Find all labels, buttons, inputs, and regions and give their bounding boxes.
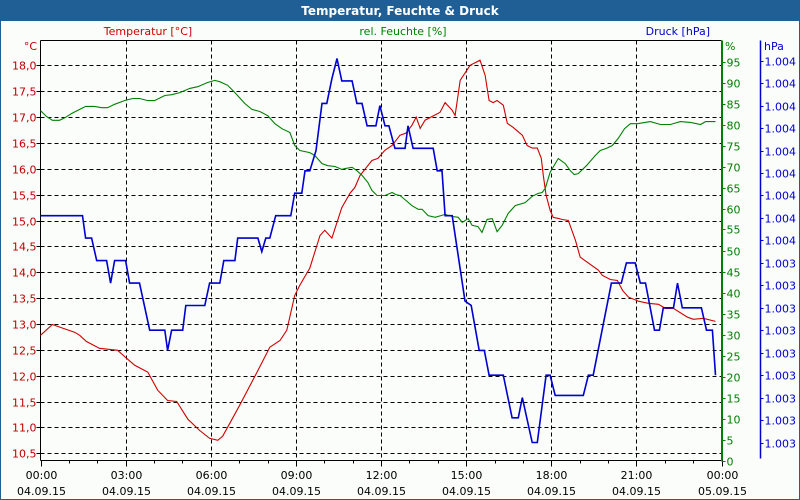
y-tick-label-humidity: 0	[727, 456, 734, 469]
x-tick-label-time: 18:00	[536, 469, 568, 482]
y-tick-label-pressure: 1.004	[765, 123, 797, 136]
x-tick-label-time: 15:00	[451, 469, 483, 482]
y-tick-label-temperature: 11,0	[12, 422, 37, 435]
x-tick-label-date: 04.09.15	[612, 485, 661, 498]
x-tick-label-date: 04.09.15	[527, 485, 576, 498]
x-tick-label-time: 00:00	[707, 469, 739, 482]
y-tick-label-humidity: 35	[727, 309, 741, 322]
y-tick-label-humidity: 65	[727, 183, 741, 196]
y-tick-label-humidity: 80	[727, 120, 741, 133]
y-tick-label-temperature: 13,5	[12, 293, 37, 306]
y-tick-label-humidity: 70	[727, 162, 741, 175]
y-tick-label-pressure: 1.004	[765, 190, 797, 203]
y-tick-label-pressure: 1.003	[765, 348, 797, 361]
y-tick-label-humidity: 50	[727, 246, 741, 259]
y-tick-label-pressure: 1.004	[765, 56, 797, 69]
y-tick-label-humidity: 20	[727, 372, 741, 385]
series-label-humidity: rel. Feuchte [%]	[359, 25, 446, 38]
y-tick-label-pressure: 1.003	[765, 393, 797, 406]
y-tick-label-temperature: 18,0	[12, 60, 37, 73]
series-line-temperature	[40, 59, 716, 441]
y-tick-label-humidity: 90	[727, 78, 741, 91]
unit-label-pressure: hPa	[764, 40, 784, 53]
y-tick-label-humidity: 10	[727, 414, 741, 427]
y-tick-label-pressure: 1.003	[765, 303, 797, 316]
series-label-temperature: Temperatur [°C]	[103, 25, 192, 38]
y-tick-label-humidity: 85	[727, 99, 741, 112]
x-tick-label-time: 21:00	[621, 469, 653, 482]
y-tick-label-pressure: 1.003	[765, 280, 797, 293]
x-tick-label-date: 04.09.15	[442, 485, 491, 498]
x-tick-label-time: 03:00	[111, 469, 143, 482]
unit-label-humidity: %	[725, 40, 735, 53]
y-tick-label-pressure: 1.004	[765, 168, 797, 181]
y-tick-label-temperature: 12,5	[12, 345, 37, 358]
series-label-pressure: Druck [hPa]	[646, 25, 710, 38]
y-tick-label-temperature: 11,5	[12, 397, 37, 410]
chart-title: Temperatur, Feuchte & Druck	[1, 1, 799, 21]
y-tick-label-pressure: 1.004	[765, 146, 797, 159]
y-tick-label-pressure: 1.004	[765, 101, 797, 114]
y-tick-label-temperature: 16,5	[12, 138, 37, 151]
x-tick-label-date: 04.09.15	[272, 485, 321, 498]
y-tick-label-pressure: 1.003	[765, 415, 797, 428]
y-tick-label-humidity: 95	[727, 57, 741, 70]
y-tick-label-humidity: 40	[727, 288, 741, 301]
y-tick-label-pressure: 1.003	[765, 370, 797, 383]
y-tick-label-humidity: 60	[727, 204, 741, 217]
x-tick-label-date: 04.09.15	[17, 485, 66, 498]
y-tick-label-humidity: 5	[727, 435, 734, 448]
y-tick-label-humidity: 75	[727, 141, 741, 154]
y-tick-label-temperature: 10,5	[12, 448, 37, 461]
y-tick-label-temperature: 13,0	[12, 319, 37, 332]
y-tick-label-temperature: 15,0	[12, 216, 37, 229]
x-tick-label-time: 12:00	[366, 469, 398, 482]
y-tick-label-humidity: 25	[727, 351, 741, 364]
series-line-pressure	[40, 58, 717, 444]
y-tick-label-pressure: 1.003	[765, 325, 797, 338]
y-tick-label-humidity: 45	[727, 267, 741, 280]
unit-label-temperature: °C	[24, 40, 38, 53]
y-tick-label-temperature: 14,0	[12, 267, 37, 280]
y-tick-label-temperature: 16,0	[12, 164, 37, 177]
x-tick-label-time: 09:00	[281, 469, 313, 482]
x-tick-label-time: 00:00	[26, 469, 58, 482]
x-tick-label-date: 04.09.15	[102, 485, 151, 498]
y-tick-label-temperature: 15,5	[12, 190, 37, 203]
y-tick-label-humidity: 30	[727, 330, 741, 343]
y-tick-label-pressure: 1.004	[765, 213, 797, 226]
y-tick-label-pressure: 1.004	[765, 235, 797, 248]
y-tick-label-temperature: 17,5	[12, 86, 37, 99]
x-tick-label-date: 05.09.15	[698, 485, 747, 498]
y-tick-label-pressure: 1.004	[765, 78, 797, 91]
x-tick-label-date: 04.09.15	[187, 485, 236, 498]
y-tick-label-humidity: 15	[727, 393, 741, 406]
y-tick-label-pressure: 1.003	[765, 258, 797, 271]
series-line-humidity	[40, 79, 716, 234]
y-tick-label-pressure: 1.003	[765, 438, 797, 451]
x-tick-label-time: 06:00	[196, 469, 228, 482]
x-tick-label-date: 04.09.15	[357, 485, 406, 498]
y-tick-label-temperature: 14,5	[12, 241, 37, 254]
y-tick-label-humidity: 55	[727, 224, 741, 237]
y-tick-label-temperature: 17,0	[12, 112, 37, 125]
y-tick-label-temperature: 12,0	[12, 371, 37, 384]
